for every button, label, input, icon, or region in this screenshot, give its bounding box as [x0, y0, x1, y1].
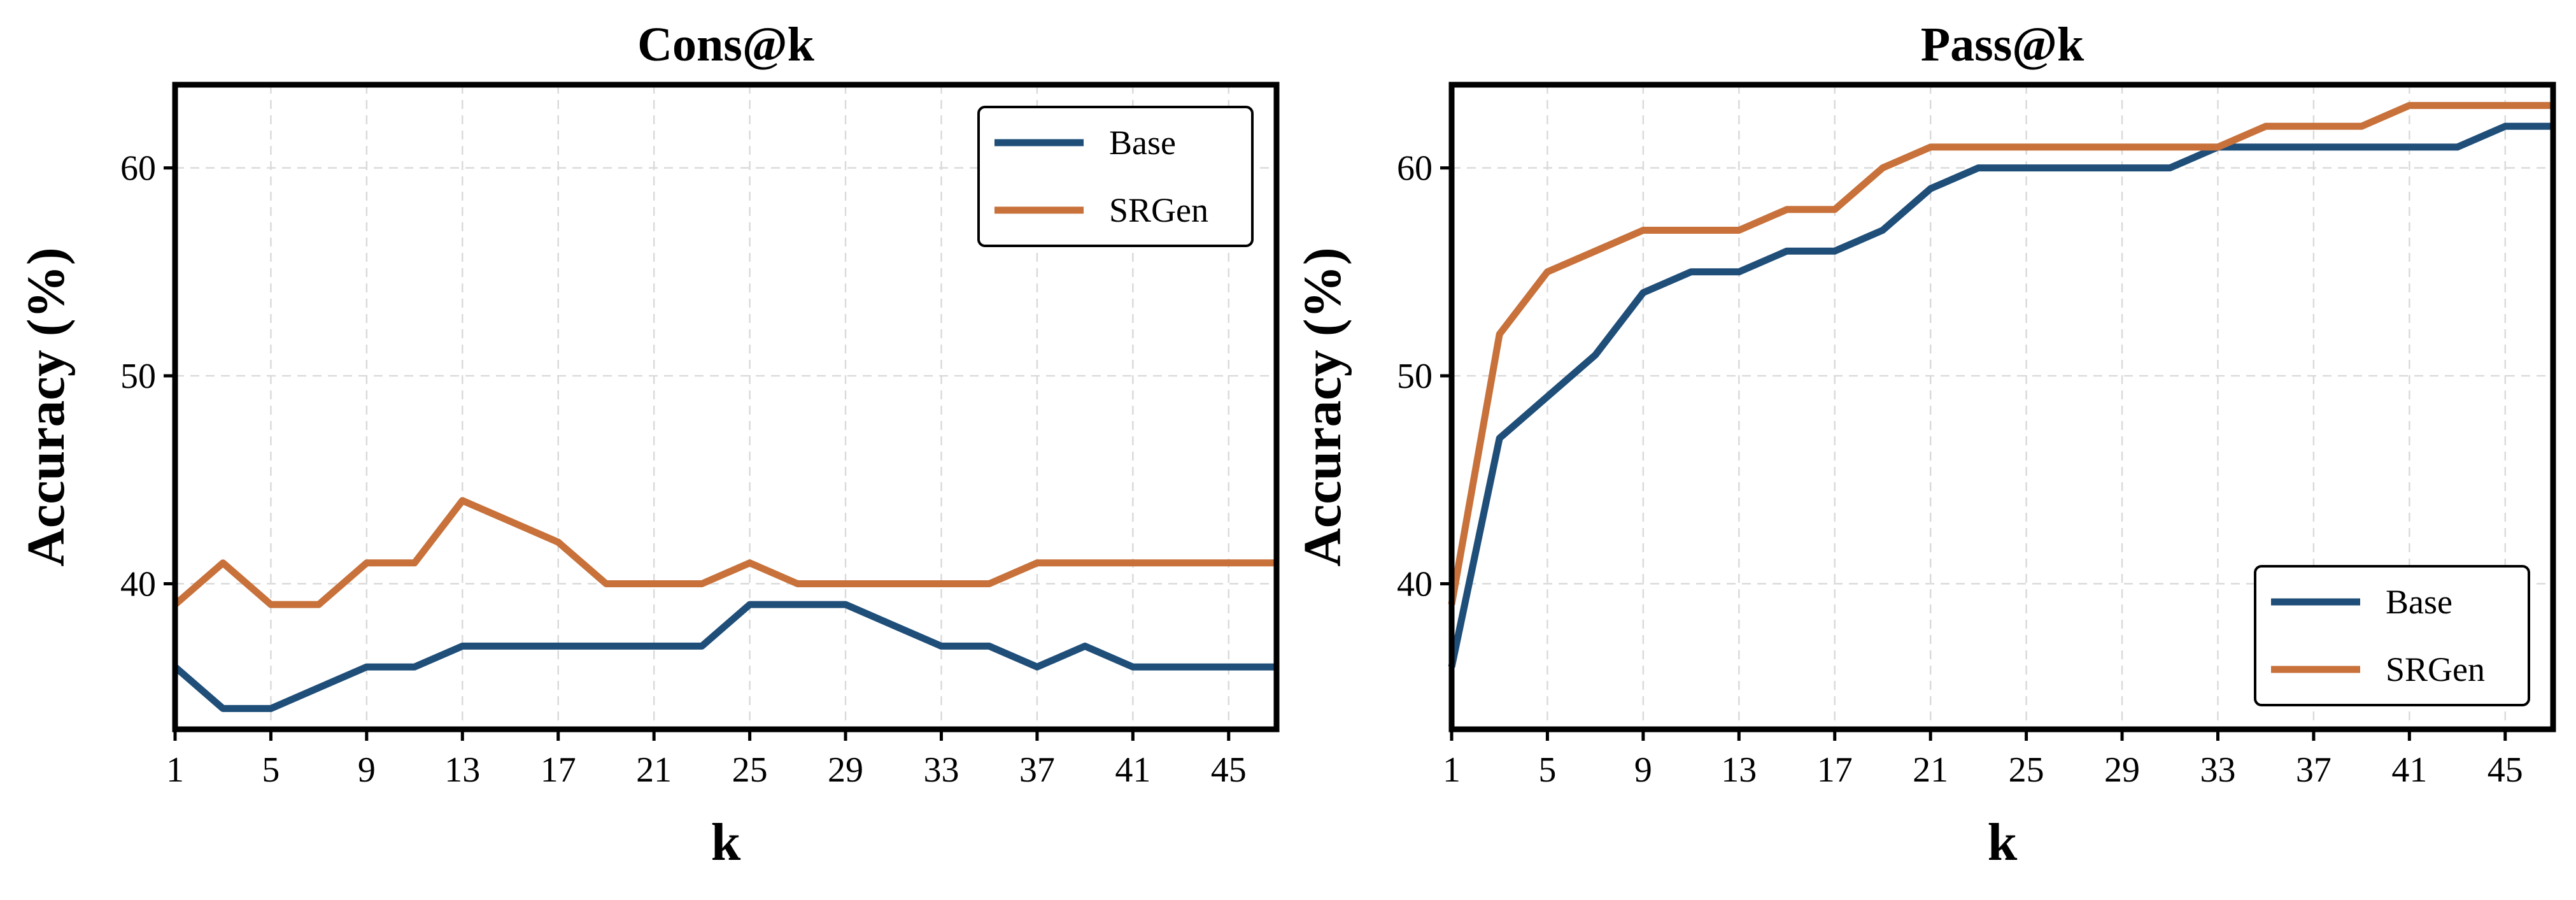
- plot-frame: [1448, 82, 2556, 732]
- y-axis-label: Accuracy (%): [1293, 247, 1352, 566]
- x-tick-label: 1: [166, 750, 184, 790]
- y-tick-label: 60: [1397, 149, 1433, 189]
- chart-title: Cons@k: [637, 18, 814, 71]
- x-tick-label: 29: [2104, 750, 2140, 790]
- legend-label-srgen: SRGen: [2386, 650, 2485, 689]
- x-tick-label: 21: [1913, 750, 1948, 790]
- y-tick-label: 40: [1397, 564, 1433, 604]
- x-tick-label: 13: [444, 750, 480, 790]
- y-axis-label: Accuracy (%): [17, 247, 76, 566]
- x-tick-label: 9: [1634, 750, 1652, 790]
- x-tick-label: 45: [1211, 750, 1247, 790]
- x-tick-label: 37: [1019, 750, 1055, 790]
- x-tick-label: 1: [1443, 750, 1461, 790]
- plot-frame: [172, 82, 1280, 732]
- y-tick-label: 60: [120, 149, 156, 189]
- x-tick-label: 25: [732, 750, 768, 790]
- y-tick-label: 50: [120, 357, 156, 396]
- legend-label-base: Base: [2386, 583, 2452, 621]
- y-tick-label: 40: [120, 564, 156, 604]
- chart-panel-pass-at-k: 1 5 9 13 17 21 25 29 33 37 41 45 40 50 60 Pass@k k Accura…: [1293, 18, 2556, 872]
- y-tick-label: 50: [1397, 357, 1433, 396]
- series-line-base: [173, 601, 1277, 712]
- series-line-srgen: [173, 497, 1277, 608]
- x-tick-label: 37: [2296, 750, 2332, 790]
- x-tick-label: 29: [828, 750, 863, 790]
- chart-title: Pass@k: [1921, 18, 2084, 71]
- x-tick-label: 21: [636, 750, 672, 790]
- x-tick-label: 33: [923, 750, 959, 790]
- legend: Base SRGen: [977, 106, 1254, 247]
- x-tick-label: 25: [2009, 750, 2044, 790]
- x-tick-label: 17: [1817, 750, 1853, 790]
- x-tick-label: 13: [1721, 750, 1757, 790]
- x-tick-label: 9: [358, 750, 376, 790]
- x-tick-label: 33: [2200, 750, 2235, 790]
- series-line-srgen: [1448, 102, 2553, 606]
- x-tick-label: 5: [1538, 750, 1556, 790]
- legend-label-base: Base: [1109, 124, 1176, 162]
- x-tick-label: 41: [1115, 750, 1150, 790]
- x-tick-label: 17: [541, 750, 576, 790]
- x-tick-label: 41: [2391, 750, 2427, 790]
- series-line-base: [1448, 122, 2553, 668]
- x-tick-label: 5: [262, 750, 280, 790]
- x-axis-label: k: [1988, 813, 2018, 872]
- x-axis-label: k: [711, 813, 741, 872]
- legend-label-srgen: SRGen: [1109, 191, 1208, 229]
- chart-panel-cons-at-k: 1 5 9 13 17 21 25 29 33 37 41 45 40 50 60 Cons@k k Accura…: [17, 18, 1280, 872]
- legend: Base SRGen: [2254, 565, 2530, 706]
- grid: [1450, 85, 2553, 729]
- x-tick-label: 45: [2488, 750, 2523, 790]
